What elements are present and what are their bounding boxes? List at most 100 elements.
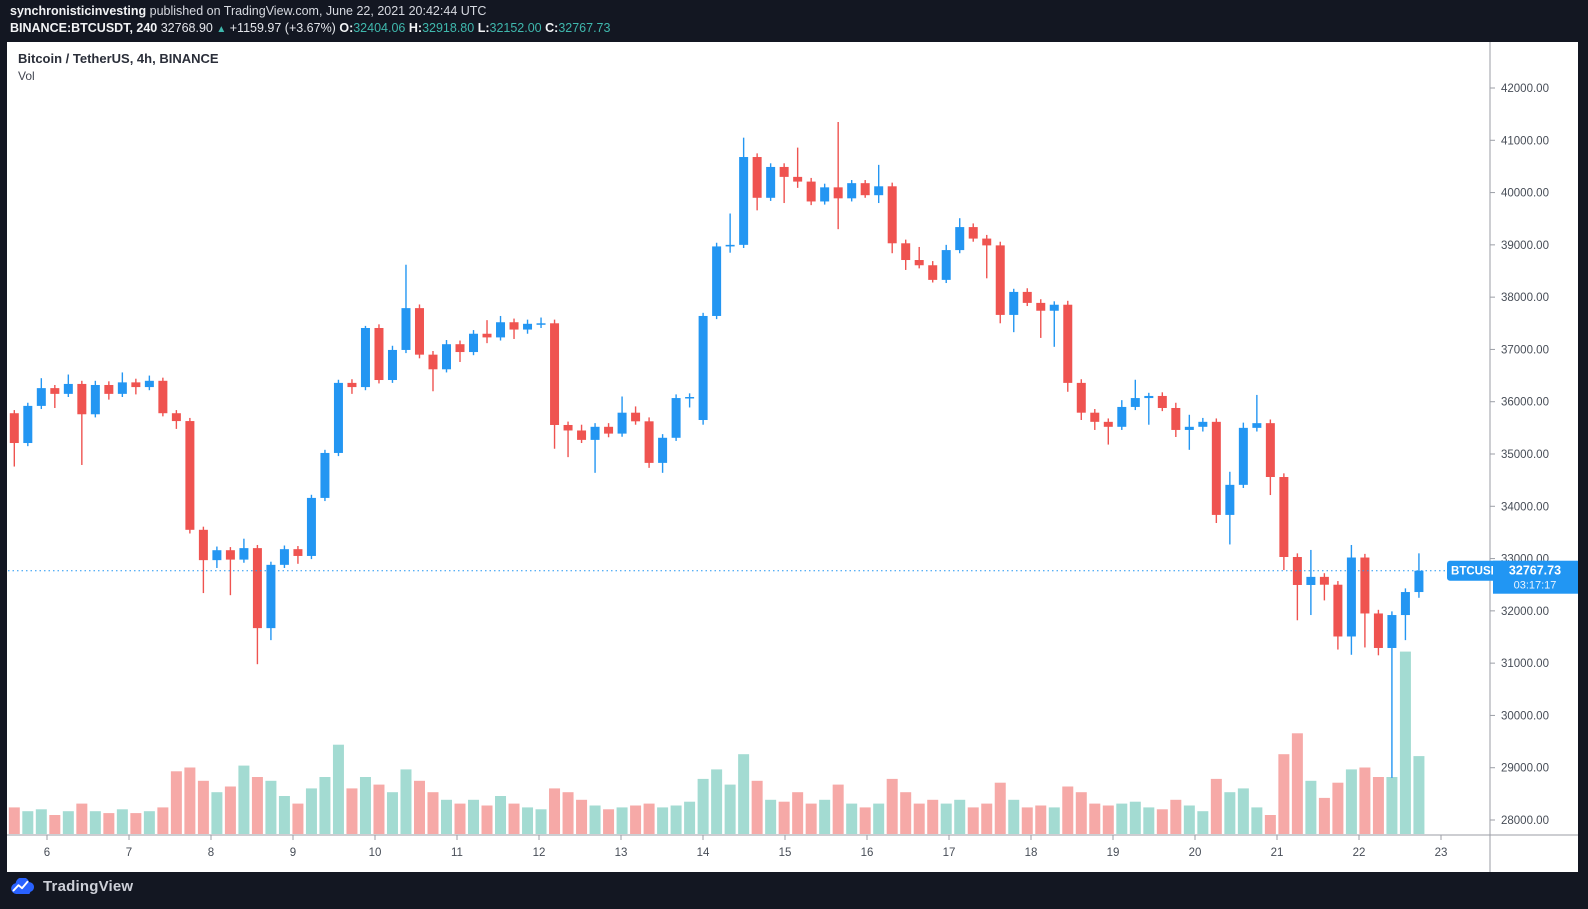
volume-bar [805,803,817,834]
time-tick-label: 13 [615,847,628,859]
last-price-label [1493,560,1578,594]
volume-bar [62,811,74,834]
candle-body [23,405,33,444]
candle-body [1009,291,1019,315]
candle-body [77,383,87,415]
volume-bar [359,777,371,834]
candle-body [1171,407,1181,430]
candle-body [1117,406,1127,427]
candle-body [9,413,19,444]
candle-body [1184,426,1194,430]
volume-bar [319,777,331,834]
volume-bar [1359,767,1371,834]
price-tick-label: 36000.00 [1501,397,1549,409]
candle-body [212,550,222,561]
volume-layer [8,651,1425,834]
price-tick-label: 30000.00 [1501,710,1549,722]
candle-body [1292,557,1302,585]
candle-body [995,245,1005,315]
candle-body [401,308,411,350]
candle-body [1090,412,1100,422]
bar-countdown: 03:17:17 [1514,580,1557,592]
candle-body [266,564,276,629]
chart-panel[interactable]: Bitcoin / TetherUS, 4h, BINANCE Vol 4200… [7,42,1578,872]
candle-body [171,413,181,422]
tradingview-cloud-icon [11,878,34,894]
volume-bar [670,805,682,834]
candle-body [1279,477,1289,558]
candle-body [1198,421,1208,427]
candle-body [1144,395,1154,399]
candle-body [455,344,465,353]
time-tick-label: 20 [1189,847,1202,859]
close-label: C: [545,21,559,35]
volume-bar [900,792,912,834]
candle-body [496,322,506,338]
candle-body [198,529,208,561]
candle-body [928,265,938,280]
volume-bar [1008,799,1020,834]
volume-bar [454,803,466,834]
candle-body [901,243,911,261]
snapshot-footer: TradingView [0,872,1588,909]
candle-body [50,388,60,394]
volume-bar [400,769,412,834]
volume-bar [846,803,858,834]
candle-body [225,550,235,560]
candle-body [117,382,127,394]
volume-bar [643,803,655,834]
candle-body [1319,576,1329,585]
volume-bar [1305,780,1317,834]
tradingview-logo[interactable]: TradingView [10,878,133,895]
candle-body [806,181,816,202]
candle-body [604,426,614,434]
volume-bar [778,801,790,834]
open-value: 32404.06 [353,21,406,35]
volume-bar [589,805,601,834]
volume-bar [751,780,763,834]
price-change: +1159.97 (+3.67%) [229,21,336,35]
volume-bar [143,811,155,834]
candles-layer [9,121,1424,778]
candle-body [279,549,289,565]
price-tick-label: 42000.00 [1501,83,1549,95]
volume-bar [616,807,628,834]
volume-bar [724,784,736,834]
candle-body [1130,398,1140,407]
high-label: H: [408,21,423,35]
volume-bar [1197,811,1209,834]
time-tick-label: 7 [126,847,132,859]
chart-legend[interactable]: Bitcoin / TetherUS, 4h, BINANCE Vol [18,51,219,83]
volume-bar [1075,792,1087,834]
time-tick-label: 21 [1271,847,1284,859]
volume-bar [562,792,574,834]
candle-body [982,238,992,246]
volume-bar [49,815,61,834]
time-tick-label: 6 [44,847,50,859]
volume-bar [170,771,182,834]
candle-body [1076,382,1086,413]
volume-bar [265,780,277,834]
candle-body [509,322,519,330]
price-tick-label: 41000.00 [1501,135,1549,147]
volume-bar [954,799,966,834]
price-tick-label: 40000.00 [1501,188,1549,200]
candle-body [441,344,451,370]
volume-bar [427,792,439,834]
symbol-interval: BINANCE:BTCUSDT, 240 [10,21,158,35]
volume-bar [535,809,547,834]
candle-body [1400,592,1410,616]
volume-bar [495,796,507,834]
volume-bar [657,807,669,834]
volume-bar [468,799,480,834]
candle-body [847,183,857,199]
time-tick-label: 23 [1435,847,1448,859]
volume-bar [1048,807,1060,834]
price-tick-label: 37000.00 [1501,344,1549,356]
volume-indicator-label: Vol [18,69,35,83]
chart-canvas[interactable]: 42000.00 41000.00 40000.00 39000.00 38000.00… [7,42,1578,872]
candle-body [779,166,789,177]
candle-body [158,380,168,414]
candle-body [766,166,776,198]
volume-bar [89,811,101,834]
